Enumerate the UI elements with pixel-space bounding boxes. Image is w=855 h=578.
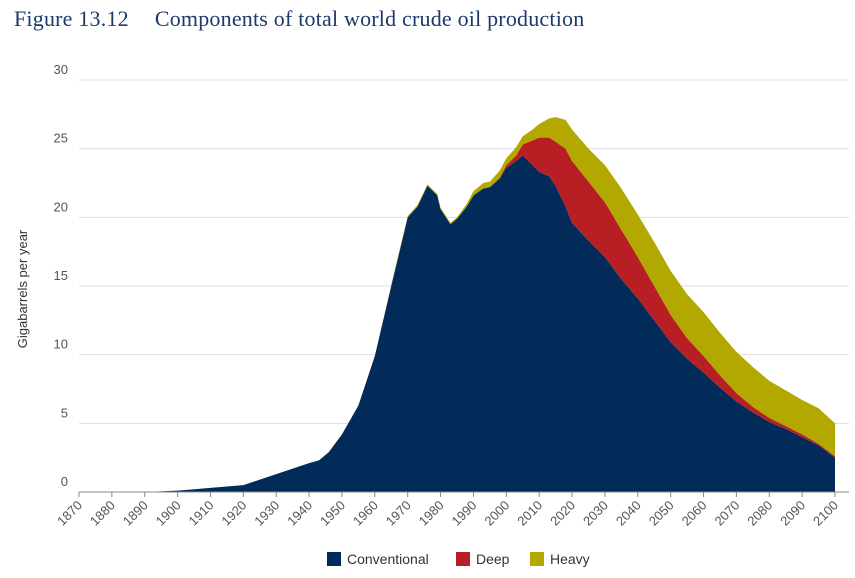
x-tick-label-1910: 1910 [186,498,217,529]
y-tick-label-20: 20 [54,199,68,214]
area-conventional [79,155,835,492]
legend-swatch-conventional [327,552,341,566]
x-tick-label-2090: 2090 [777,498,808,529]
y-axis-tick-labels: 0 5 10 15 20 25 30 [54,62,68,489]
legend-label-conventional: Conventional [347,551,429,567]
x-tick-label-2030: 2030 [580,498,611,529]
x-tick-label-2040: 2040 [613,498,644,529]
x-tick-label-1900: 1900 [153,498,184,529]
x-tick-label-1890: 1890 [120,498,151,529]
x-axis [78,491,849,497]
legend-label-deep: Deep [476,551,510,567]
legend-swatch-heavy [530,552,544,566]
x-tick-label-1880: 1880 [87,498,118,529]
x-tick-label-1920: 1920 [218,498,249,529]
y-tick-label-5: 5 [61,405,68,420]
x-tick-label-1980: 1980 [416,498,447,529]
y-axis-label: Gigabarrels per year [15,229,30,348]
x-tick-label-2010: 2010 [514,498,545,529]
x-tick-label-1970: 1970 [383,498,414,529]
x-tick-label-1930: 1930 [251,498,282,529]
legend-label-heavy: Heavy [550,551,590,567]
x-tick-label-1940: 1940 [284,498,315,529]
legend-swatch-deep [456,552,470,566]
y-tick-label-15: 15 [54,268,68,283]
x-axis-tick-labels: 1870 1880 1890 1900 1910 1920 1930 1940 1950 1960… [54,498,841,529]
x-tick-label-1950: 1950 [317,498,348,529]
x-tick-label-1960: 1960 [350,498,381,529]
y-tick-label-0: 0 [61,474,68,489]
x-tick-label-2060: 2060 [679,498,710,529]
x-tick-label-2100: 2100 [810,498,841,529]
x-tick-label-2050: 2050 [646,498,677,529]
stacked-areas [79,117,835,492]
figure-title: Figure 13.12 Components of total world cr… [14,6,584,32]
y-tick-label-30: 30 [54,62,68,77]
x-tick-label-2070: 2070 [711,498,742,529]
x-tick-label-1870: 1870 [54,498,85,529]
y-tick-label-25: 25 [54,131,68,146]
x-tick-label-2000: 2000 [481,498,512,529]
area-heavy [79,117,835,492]
figure-number: Figure 13.12 [14,6,129,31]
legend: Conventional Deep Heavy [327,551,590,567]
x-tick-label-2080: 2080 [744,498,775,529]
x-tick-label-2020: 2020 [547,498,578,529]
x-tick-label-1990: 1990 [448,498,479,529]
figure-title-text: Components of total world crude oil prod… [154,6,585,31]
y-tick-label-10: 10 [54,337,68,352]
